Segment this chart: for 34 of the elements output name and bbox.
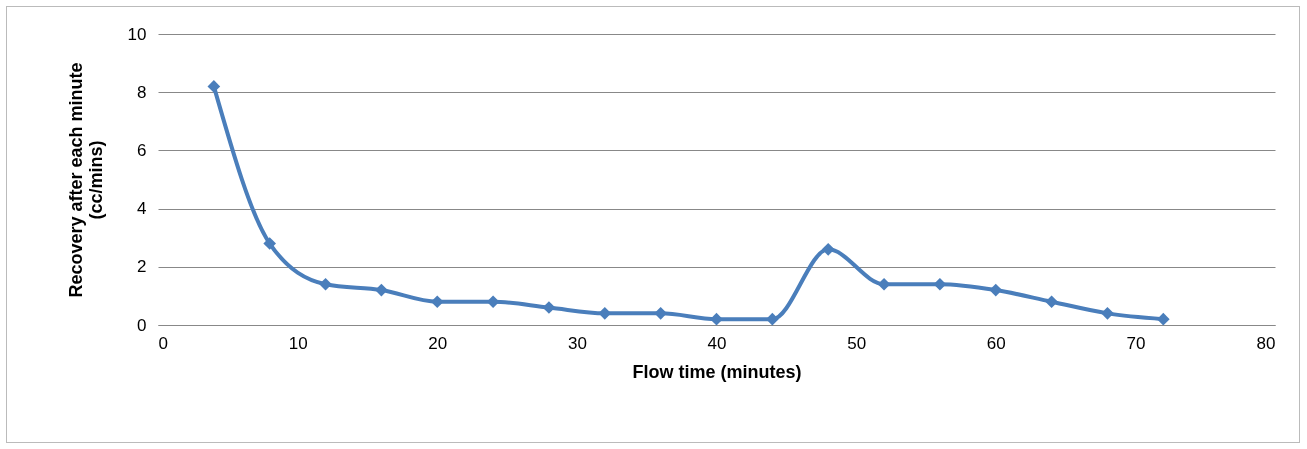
point [1045, 295, 1058, 309]
x-tick-label: 20 [428, 333, 448, 353]
point [375, 283, 388, 297]
y-axis-title: Recovery after each minute (cc/mins) [65, 62, 106, 298]
y-tick-label: 0 [137, 315, 147, 335]
point [877, 277, 891, 291]
x-tick-label: 40 [707, 333, 727, 353]
x-tick-label: 70 [1126, 333, 1146, 353]
point [710, 312, 723, 326]
point [1156, 312, 1170, 326]
x-tick-label: 10 [288, 333, 308, 353]
y-tick-label: 8 [137, 82, 147, 102]
y-tick-label: 4 [137, 199, 147, 219]
point [933, 277, 947, 291]
y-tick-label: 6 [137, 140, 147, 160]
y-tick-label: 10 [127, 24, 147, 44]
point [319, 277, 332, 291]
x-axis-title: Flow time (minutes) [632, 361, 802, 382]
point [821, 243, 835, 256]
point [542, 301, 556, 314]
point [598, 307, 612, 320]
x-tick-label: 80 [1256, 333, 1276, 353]
point [766, 312, 779, 326]
point [486, 295, 500, 309]
point [989, 283, 1003, 297]
x-tick-label: 30 [567, 333, 587, 353]
x-tick-label: 50 [847, 333, 867, 353]
y-tick-label: 2 [137, 257, 147, 277]
point [430, 295, 444, 309]
x-tick-label: 0 [158, 333, 168, 353]
point [263, 237, 277, 250]
x-tick-label: 60 [986, 333, 1006, 353]
point [1101, 307, 1114, 320]
point [207, 80, 221, 93]
